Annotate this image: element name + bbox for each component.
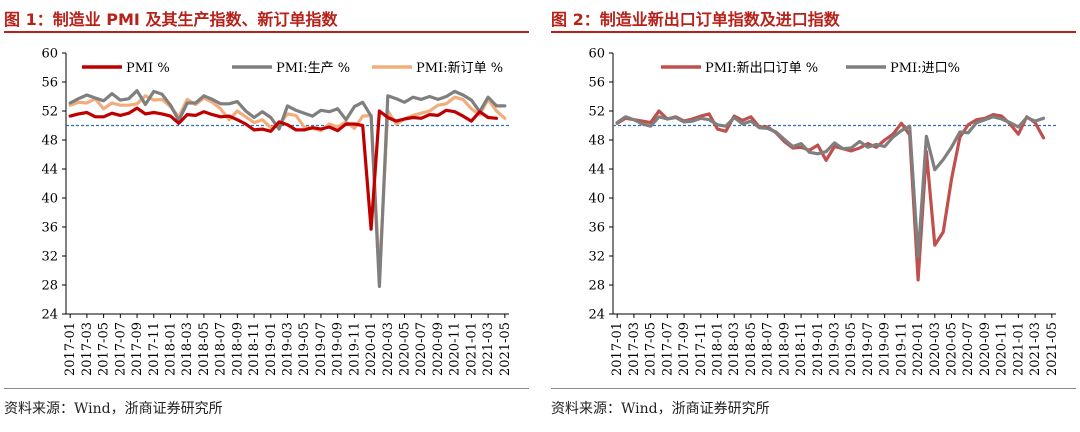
y-tick-label: 60 [588, 47, 605, 62]
series-line-0 [68, 94, 507, 278]
series-line-0 [615, 109, 1046, 282]
y-tick-label: 44 [588, 163, 605, 178]
x-tick-label: 2018-03 [727, 322, 742, 376]
x-tick-label: 2017-09 [130, 322, 145, 376]
x-tick-label: 2019-11 [894, 322, 909, 376]
y-tick-label: 44 [41, 163, 58, 178]
x-tick-label: 2017-05 [97, 322, 112, 376]
x-tick-label: 2020-11 [995, 322, 1010, 376]
x-tick-label: 2020-01 [364, 322, 379, 376]
x-tick-label: 2019-09 [331, 322, 346, 376]
chart-title: 图 2：制造业新出口订单指数及进口指数 [551, 10, 840, 29]
x-tick-label: 2021-05 [1045, 322, 1060, 376]
legend-label: PMI % [126, 61, 170, 76]
x-tick-label: 2019-07 [314, 322, 329, 376]
x-tick-label: 2020-07 [961, 322, 976, 376]
x-tick-label: 2018-09 [777, 322, 792, 376]
x-tick-label: 2018-01 [710, 322, 725, 376]
x-tick-label: 2017-05 [644, 322, 659, 376]
source-note: 资料来源：Wind，浙商证券研究所 [551, 401, 770, 417]
source-rule [4, 388, 529, 389]
y-tick-label: 52 [588, 105, 605, 120]
title-rule [551, 31, 1076, 33]
y-tick-label: 40 [588, 192, 605, 207]
x-tick-label: 2020-01 [911, 322, 926, 376]
y-tick-label: 36 [41, 221, 58, 236]
x-tick-label: 2021-05 [498, 322, 513, 376]
x-tick-label: 2020-09 [978, 322, 993, 376]
x-tick-label: 2018-03 [180, 322, 195, 376]
x-tick-label: 2017-03 [80, 322, 95, 376]
y-tick-label: 60 [41, 47, 58, 62]
x-tick-label: 2018-09 [230, 322, 245, 376]
x-tick-label: 2017-01 [63, 322, 78, 376]
legend-label: PMI:进口% [890, 61, 960, 76]
y-tick-label: 32 [41, 250, 58, 265]
y-tick-label: 48 [41, 134, 58, 149]
title-rule [4, 31, 529, 33]
x-tick-label: 2020-03 [381, 322, 396, 376]
x-tick-label: 2018-11 [794, 322, 809, 376]
x-tick-label: 2020-07 [414, 322, 429, 376]
y-tick-label: 24 [588, 308, 605, 323]
chart-panel-trade: 图 2：制造业新出口订单指数及进口指数 24 28 32 36 40 44 48 52 56 60… [551, 0, 1076, 432]
x-tick-label: 2021-01 [464, 322, 479, 376]
x-tick-label: 2019-05 [844, 322, 859, 376]
x-tick-label: 2019-09 [878, 322, 893, 376]
x-tick-label: 2018-01 [163, 322, 178, 376]
x-tick-label: 2017-09 [677, 322, 692, 376]
x-tick-label: 2021-01 [1011, 322, 1026, 376]
source-note: 资料来源：Wind，浙商证券研究所 [4, 401, 223, 417]
x-tick-label: 2017-11 [147, 322, 162, 376]
x-tick-label: 2020-03 [928, 322, 943, 376]
x-tick-label: 2021-03 [1028, 322, 1043, 376]
series-line-2 [68, 106, 499, 231]
x-tick-label: 2017-07 [660, 322, 675, 376]
x-tick-label: 2020-05 [398, 322, 413, 376]
y-tick-label: 40 [41, 192, 58, 207]
y-tick-label: 56 [41, 76, 58, 91]
x-tick-label: 2017-07 [113, 322, 128, 376]
y-tick-label: 32 [588, 250, 605, 265]
x-tick-label: 2018-05 [197, 322, 212, 376]
source-rule [551, 388, 1076, 389]
y-tick-label: 28 [41, 279, 58, 294]
y-tick-label: 36 [588, 221, 605, 236]
y-tick-label: 56 [588, 76, 605, 91]
x-tick-label: 2018-05 [744, 322, 759, 376]
chart-title: 图 1：制造业 PMI 及其生产指数、新订单指数 [4, 10, 338, 29]
x-tick-label: 2019-05 [297, 322, 312, 376]
x-tick-label: 2019-07 [861, 322, 876, 376]
chart-panel-pmi: 图 1：制造业 PMI 及其生产指数、新订单指数 24 28 32 36 40 44 48 5… [4, 0, 529, 432]
legend-label: PMI:新出口订单 % [705, 60, 818, 76]
x-tick-label: 2017-03 [627, 322, 642, 376]
series-line-1 [615, 115, 1046, 259]
x-tick-label: 2019-01 [811, 322, 826, 376]
x-tick-label: 2021-03 [481, 322, 496, 376]
x-tick-label: 2019-03 [828, 322, 843, 376]
y-tick-label: 48 [588, 134, 605, 149]
x-tick-label: 2017-11 [694, 322, 709, 376]
series-line-1 [68, 89, 507, 288]
x-tick-label: 2018-07 [214, 322, 229, 376]
y-tick-label: 24 [41, 308, 58, 323]
legend-label: PMI:新订单 % [416, 60, 503, 76]
legend-label: PMI:生产 % [276, 61, 350, 76]
x-tick-label: 2019-11 [347, 322, 362, 376]
x-tick-label: 2019-01 [264, 322, 279, 376]
x-tick-label: 2020-11 [448, 322, 463, 376]
x-tick-label: 2020-05 [945, 322, 960, 376]
y-tick-label: 52 [41, 105, 58, 120]
y-tick-label: 28 [588, 279, 605, 294]
x-tick-label: 2017-01 [610, 322, 625, 376]
x-tick-label: 2018-11 [247, 322, 262, 376]
x-tick-label: 2019-03 [281, 322, 296, 376]
x-tick-label: 2020-09 [431, 322, 446, 376]
x-tick-label: 2018-07 [761, 322, 776, 376]
